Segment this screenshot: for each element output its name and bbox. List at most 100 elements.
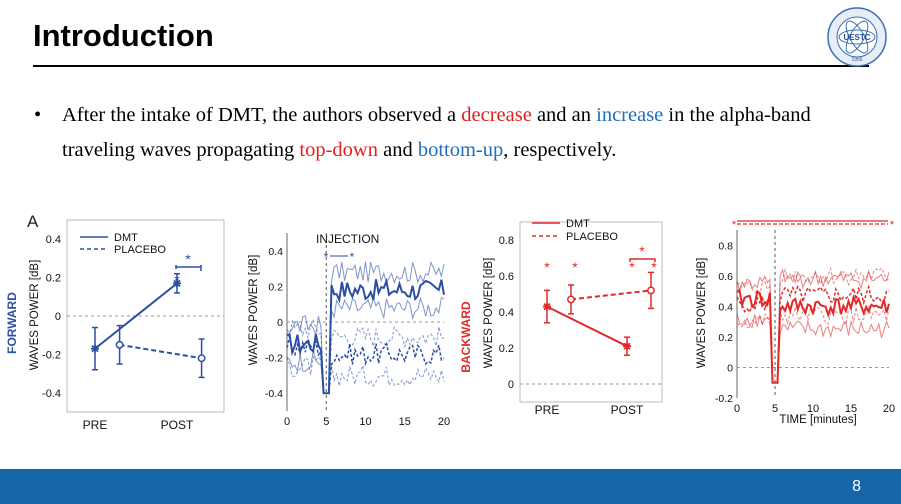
x-tick-label: 10 bbox=[359, 416, 371, 428]
x-tick-label: 5 bbox=[323, 416, 329, 428]
highlight-increase: increase bbox=[596, 104, 664, 126]
x-tick-label: 5 bbox=[772, 403, 778, 415]
y-tick-label: 0.4 bbox=[268, 246, 283, 258]
x-tick-label: PRE bbox=[535, 403, 560, 417]
data-point bbox=[173, 279, 181, 288]
title-divider bbox=[33, 65, 869, 67]
series-line bbox=[94, 282, 178, 350]
series-line bbox=[570, 289, 652, 301]
chart-frame bbox=[519, 221, 663, 403]
data-point bbox=[543, 302, 551, 311]
significance-star: * bbox=[629, 259, 635, 275]
significance-star: * bbox=[732, 219, 737, 231]
series-line bbox=[286, 336, 445, 394]
bullet-text-part: in the alpha-band traveling waves propag… bbox=[62, 104, 811, 161]
significance-star: * bbox=[185, 251, 191, 267]
ylabel-forward-prepost: WAVES POWER [dB] bbox=[29, 260, 41, 371]
ylabel-backward-time: WAVES POWER [dB] bbox=[696, 258, 708, 369]
legend-label-dmt: DMT bbox=[566, 218, 590, 230]
series-line bbox=[736, 268, 890, 384]
y-tick-label: 0.4 bbox=[46, 234, 61, 246]
ylabel-forward-time: WAVES POWER [dB] bbox=[248, 255, 260, 366]
xlabel-time: TIME [minutes] bbox=[779, 414, 856, 426]
bullet-text-part: and bbox=[377, 139, 418, 161]
y-tick-label: -0.2 bbox=[42, 349, 61, 361]
bullet-text-part: and an bbox=[531, 104, 597, 126]
x-tick-label: POST bbox=[161, 418, 194, 432]
footer-bar: 8 bbox=[0, 469, 901, 504]
y-tick-label: 0 bbox=[508, 379, 514, 391]
x-tick-label: 15 bbox=[845, 403, 857, 415]
data-point bbox=[647, 286, 655, 295]
y-tick-label: 0.4 bbox=[718, 301, 733, 313]
y-tick-label: 0.6 bbox=[499, 271, 514, 283]
chart-backward-prepost: DMT PLACEBO * * * * * 0.8 0.6 0.4 0.2 0 PRE PO… bbox=[499, 218, 663, 417]
data-point bbox=[623, 342, 631, 351]
series-line bbox=[736, 266, 890, 384]
y-tick-label: 0.2 bbox=[46, 273, 61, 285]
university-logo: UESTC 1956 bbox=[827, 7, 887, 67]
y-tick-label: -0.2 bbox=[265, 353, 283, 365]
data-point bbox=[115, 340, 124, 349]
data-point bbox=[91, 344, 99, 353]
series-line bbox=[546, 305, 628, 348]
y-tick-label: 0.2 bbox=[718, 332, 733, 344]
y-tick-label: 0 bbox=[55, 311, 61, 323]
panel-label: A bbox=[27, 212, 39, 231]
bullet-text: After the intake of DMT, the authors obs… bbox=[62, 98, 869, 168]
logo-text: UESTC bbox=[843, 33, 870, 42]
y-tick-label: 0.8 bbox=[718, 240, 733, 252]
series-line bbox=[736, 312, 890, 384]
significance-star: * bbox=[350, 250, 355, 264]
x-tick-label: 15 bbox=[399, 416, 411, 428]
y-tick-label: -0.4 bbox=[42, 388, 61, 400]
slide-title: Introduction bbox=[33, 18, 214, 53]
backward-label: BACKWARD bbox=[459, 301, 473, 373]
forward-label: FORWARD bbox=[5, 292, 19, 354]
x-tick-label: 20 bbox=[883, 403, 895, 415]
bullet-text-part: After the intake of DMT, the authors obs… bbox=[62, 104, 462, 126]
legend-label-dmt: DMT bbox=[114, 232, 138, 244]
legend-label-placebo: PLACEBO bbox=[566, 231, 618, 243]
x-tick-label: 0 bbox=[284, 416, 290, 428]
highlight-decrease: decrease bbox=[461, 104, 532, 126]
x-tick-label: 0 bbox=[734, 403, 740, 415]
legend-forward: DMT PLACEBO bbox=[80, 232, 166, 256]
significance-bracket: * * * * * bbox=[544, 243, 657, 275]
y-tick-label: 0.4 bbox=[499, 307, 514, 319]
y-tick-label: -0.2 bbox=[715, 393, 733, 405]
data-point bbox=[567, 295, 575, 304]
significance-star: * bbox=[639, 243, 645, 259]
highlight-bottom-up: bottom-up bbox=[417, 139, 504, 161]
y-tick-label: 0 bbox=[727, 362, 733, 374]
y-tick-label: 0.2 bbox=[268, 281, 283, 293]
series-line bbox=[286, 318, 445, 394]
significance-star: * bbox=[572, 259, 578, 275]
series-line bbox=[736, 304, 890, 384]
x-tick-label: 10 bbox=[807, 403, 819, 415]
x-tick-label: 20 bbox=[438, 416, 450, 428]
significance-star: * bbox=[890, 219, 895, 231]
y-tick-label: 0.2 bbox=[499, 343, 514, 355]
x-tick-label: POST bbox=[611, 403, 644, 417]
logo-year: 1956 bbox=[851, 57, 862, 63]
y-tick-label: 0 bbox=[277, 317, 283, 329]
y-tick-label: 0.8 bbox=[499, 235, 514, 247]
y-tick-label: -0.4 bbox=[265, 388, 283, 400]
legend-backward: DMT PLACEBO bbox=[532, 218, 618, 243]
figure-traveling-waves: A FORWARD WAVES POWER [dB] WAVES POWER [… bbox=[5, 212, 895, 432]
data-point bbox=[197, 354, 206, 363]
bullet-dot: • bbox=[34, 104, 42, 126]
y-tick-label: 0.6 bbox=[718, 271, 733, 283]
highlight-top-down: top-down bbox=[299, 139, 378, 161]
x-tick-label: PRE bbox=[83, 418, 108, 432]
significance-star: * bbox=[544, 259, 550, 275]
series-line bbox=[736, 284, 890, 384]
bullet-text-part: , respectively. bbox=[503, 139, 617, 161]
series-line bbox=[286, 260, 445, 394]
significance-star: * bbox=[651, 259, 657, 275]
injection-label: INJECTION bbox=[316, 232, 379, 246]
series-line bbox=[119, 343, 202, 360]
